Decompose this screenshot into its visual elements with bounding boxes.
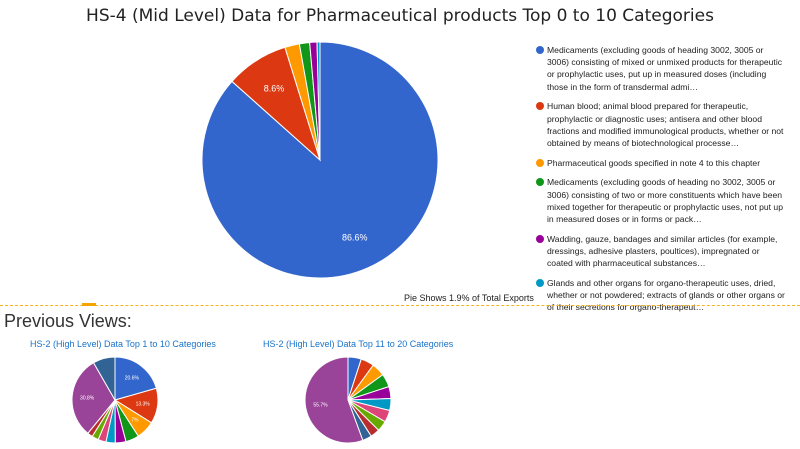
pie-data-label: 13.3% <box>136 402 151 408</box>
pie-data-label: 30.8% <box>80 395 95 401</box>
pie-data-label: 86.6% <box>342 233 368 243</box>
legend-item[interactable]: Wadding, gauze, bandages and similar art… <box>536 233 786 270</box>
pie-note: Pie Shows 1.9% of Total Exports <box>404 293 534 303</box>
pie-slice[interactable] <box>71 362 116 435</box>
legend-item[interactable]: Human blood; animal blood prepared for t… <box>536 100 786 149</box>
scroll-marker <box>82 303 96 306</box>
legend-label: Wadding, gauze, bandages and similar art… <box>547 233 778 269</box>
legend-swatch <box>536 102 544 111</box>
pie-slice[interactable] <box>316 41 321 161</box>
pie-data-label: 20.6% <box>125 375 140 381</box>
previous-view-pie-2[interactable]: 55.7% <box>303 355 393 445</box>
legend-item[interactable]: Medicaments (excluding goods of heading … <box>536 176 786 225</box>
pie-data-label: 8.6% <box>264 84 285 94</box>
previous-views-title: Previous Views: <box>4 311 132 331</box>
previous-view-pie-1[interactable]: 20.6% 13.3% 7% 30.8% <box>70 355 160 445</box>
previous-view-link-top-11-20[interactable]: HS-2 (High Level) Data Top 11 to 20 Cate… <box>263 339 454 349</box>
legend-item[interactable]: Medicaments (excluding goods of heading … <box>536 44 786 93</box>
legend-swatch <box>536 278 544 287</box>
legend-swatch <box>536 234 544 243</box>
legend-item[interactable]: Pharmaceutical goods specified in note 4… <box>536 157 786 169</box>
legend-swatch <box>536 178 544 187</box>
legend-label: Medicaments (excluding goods of heading … <box>547 45 783 92</box>
pie-legend: Medicaments (excluding goods of heading … <box>536 44 786 321</box>
section-divider <box>0 305 800 306</box>
legend-item[interactable]: Glands and other organs for organo-thera… <box>536 277 786 314</box>
main-pie-chart[interactable]: 86.6% 8.6% <box>195 35 445 285</box>
legend-swatch <box>536 158 544 167</box>
legend-label: Human blood; animal blood prepared for t… <box>547 101 784 148</box>
pie-slice[interactable] <box>304 356 364 444</box>
page-title: HS-4 (Mid Level) Data for Pharmaceutical… <box>86 6 714 26</box>
legend-swatch <box>536 46 544 54</box>
pie-slice[interactable] <box>114 356 157 401</box>
legend-label: Medicaments (excluding goods of heading … <box>547 177 783 224</box>
pie-slice[interactable] <box>92 356 116 402</box>
previous-view-link-top-1-10[interactable]: HS-2 (High Level) Data Top 1 to 10 Categ… <box>30 339 216 349</box>
pie-data-label: 7% <box>131 417 139 423</box>
pie-data-label: 55.7% <box>313 403 328 409</box>
legend-label: Pharmaceutical goods specified in note 4… <box>547 157 761 168</box>
legend-label: Glands and other organs for organo-thera… <box>547 277 785 313</box>
